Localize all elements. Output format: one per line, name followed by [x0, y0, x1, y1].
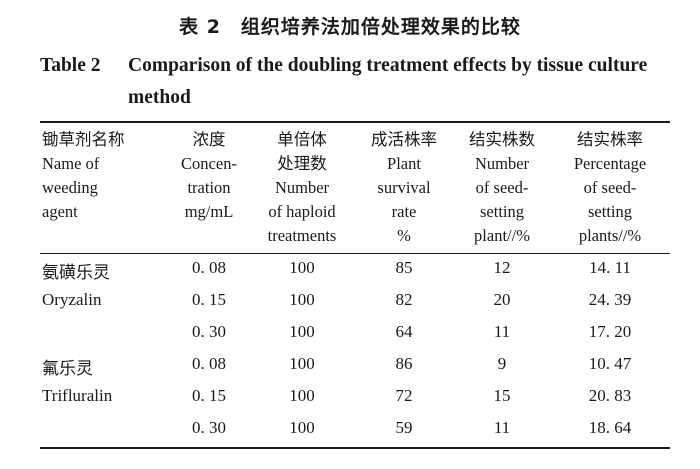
- table-row: 氨磺乐灵 0. 08 100 85 12 14. 11: [0, 258, 700, 290]
- header-haploid-number-zh: 单倍体 处理数: [277, 130, 327, 173]
- header-agent-zh: 锄草剂名称: [42, 130, 125, 149]
- header-concentration-zh: 浓度: [192, 130, 226, 149]
- table-row: Oryzalin 0. 15 100 82 20 24. 39: [0, 290, 700, 322]
- cell-seed-setting-number: 9: [497, 354, 507, 373]
- cell-agent: Oryzalin: [42, 290, 102, 309]
- cell-agent: 氟乐灵: [42, 359, 93, 379]
- cell-seed-setting-percentage: 20. 83: [588, 386, 632, 405]
- table-label: Table 2: [40, 55, 101, 76]
- cell-seed-setting-number: 11: [493, 322, 511, 341]
- cell-haploid-number: 100: [289, 418, 315, 437]
- table-title-zh: 表 2 组织培养法加倍处理效果的比较: [179, 16, 521, 38]
- cell-seed-setting-percentage: 18. 64: [588, 418, 632, 437]
- header-rule: [40, 253, 670, 254]
- cell-seed-setting-percentage: 10. 47: [588, 354, 632, 373]
- table-row: Trifluralin 0. 15 100 72 15 20. 83: [0, 386, 700, 418]
- header-seed-setting-percentage-zh: 结实株率: [577, 130, 643, 149]
- cell-haploid-number: 100: [289, 290, 315, 309]
- top-rule: [40, 121, 670, 123]
- cell-seed-setting-percentage: 17. 20: [588, 322, 632, 341]
- header-seed-setting-percentage-en: Percentage of seed- setting plants//%: [573, 154, 647, 245]
- cell-concentration: 0. 08: [192, 354, 226, 373]
- table-row: 0. 30 100 64 11 17. 20: [0, 322, 700, 354]
- header-haploid-number: 单倍体 处理数 Number of haploid treatments: [250, 128, 354, 248]
- cell-survival-rate: 72: [395, 386, 413, 405]
- header-seed-setting-number-zh: 结实株数: [469, 130, 535, 149]
- header-concentration: 浓度 Concen- tration mg/mL: [170, 128, 248, 224]
- table-title-line2: method: [128, 87, 191, 108]
- header-survival-rate: 成活株率 Plant survival rate %: [354, 128, 454, 248]
- cell-concentration: 0. 30: [192, 418, 226, 437]
- table-row: 氟乐灵 0. 08 100 86 9 10. 47: [0, 354, 700, 386]
- header-haploid-number-en: Number of haploid treatments: [267, 178, 337, 245]
- header-seed-setting-number: 结实株数 Number of seed- setting plant//%: [456, 128, 548, 248]
- cell-haploid-number: 100: [289, 322, 315, 341]
- cell-agent: Trifluralin: [42, 386, 113, 405]
- cell-survival-rate: 85: [395, 258, 413, 277]
- header-agent-en: Name of weeding agent: [42, 154, 100, 221]
- cell-seed-setting-number: 20: [493, 290, 511, 309]
- cell-seed-setting-percentage: 14. 11: [589, 258, 631, 277]
- cell-seed-setting-number: 12: [493, 258, 511, 277]
- cell-haploid-number: 100: [289, 258, 315, 277]
- cell-survival-rate: 82: [395, 290, 413, 309]
- cell-haploid-number: 100: [289, 386, 315, 405]
- cell-survival-rate: 86: [395, 354, 413, 373]
- header-survival-rate-zh: 成活株率: [371, 130, 437, 149]
- header-survival-rate-en: Plant survival rate %: [377, 154, 431, 245]
- cell-agent: 氨磺乐灵: [42, 263, 110, 283]
- cell-seed-setting-percentage: 24. 39: [588, 290, 632, 309]
- cell-concentration: 0. 30: [192, 322, 226, 341]
- cell-concentration: 0. 15: [192, 290, 226, 309]
- cell-survival-rate: 59: [395, 418, 413, 437]
- table-title-en: Table 2 Comparison of the doubling treatm…: [40, 50, 680, 114]
- cell-concentration: 0. 15: [192, 386, 226, 405]
- table-title-line1: Comparison of the doubling treatment eff…: [128, 55, 648, 76]
- header-concentration-en: Concen- tration mg/mL: [181, 154, 237, 221]
- cell-haploid-number: 100: [289, 354, 315, 373]
- table-row: 0. 30 100 59 11 18. 64: [0, 418, 700, 450]
- cell-survival-rate: 64: [395, 322, 413, 341]
- header-seed-setting-number-en: Number of seed- setting plant//%: [474, 154, 530, 245]
- header-seed-setting-percentage: 结实株率 Percentage of seed- setting plants//…: [550, 128, 670, 248]
- cell-concentration: 0. 08: [192, 258, 226, 277]
- header-agent: 锄草剂名称 Name of weeding agent: [42, 128, 172, 224]
- cell-seed-setting-number: 11: [493, 418, 511, 437]
- cell-seed-setting-number: 15: [493, 386, 511, 405]
- bottom-rule: [40, 447, 670, 449]
